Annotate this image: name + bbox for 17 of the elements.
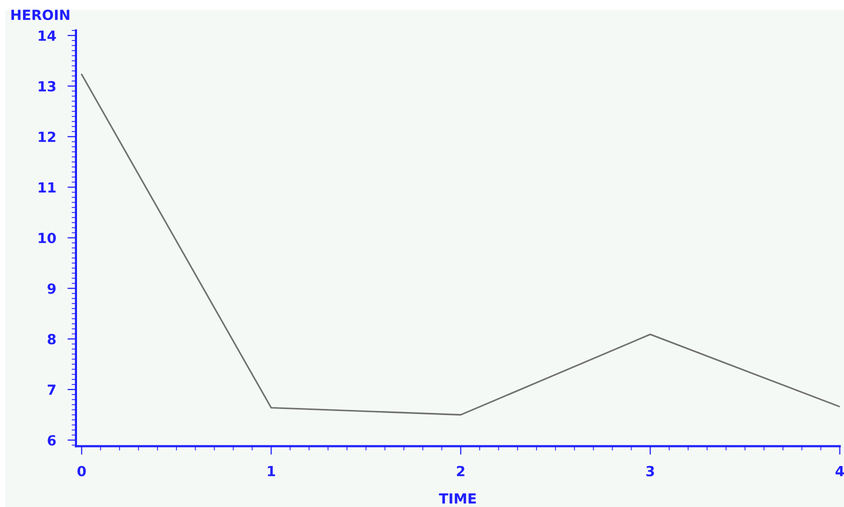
y-tick-label: 9 xyxy=(48,283,56,294)
x-tick-label: 3 xyxy=(646,466,654,476)
y-tick-label: 10 xyxy=(38,232,56,244)
x-tick-label: 1 xyxy=(268,466,276,476)
y-tick-label: 6 xyxy=(48,435,56,446)
y-axis-title: HEROIN xyxy=(11,10,70,20)
y-tick-label: 12 xyxy=(38,132,56,142)
y-tick-label: 14 xyxy=(38,30,56,41)
y-tick-label: 8 xyxy=(48,334,56,344)
x-tick-label: 0 xyxy=(77,466,86,476)
y-tick-label: 11 xyxy=(38,182,56,192)
x-axis-title: TIME xyxy=(438,493,476,504)
y-tick-label: 7 xyxy=(48,384,56,395)
y-tick-label: 13 xyxy=(38,81,56,92)
x-tick-label: 2 xyxy=(456,466,464,476)
line-series xyxy=(80,74,840,416)
x-tick-label: 4 xyxy=(836,466,844,476)
